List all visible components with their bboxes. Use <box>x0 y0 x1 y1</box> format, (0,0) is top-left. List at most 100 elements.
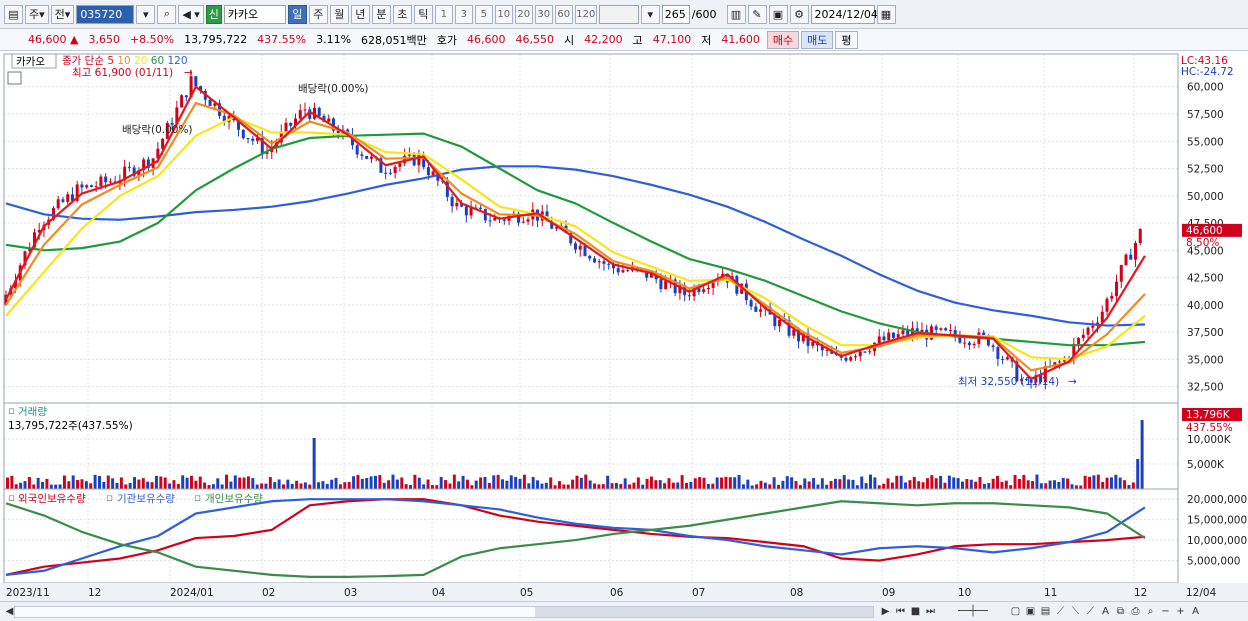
volume-pane-frame <box>3 402 1179 490</box>
horizontal-scrollbar[interactable] <box>14 606 874 618</box>
candle-body <box>94 186 98 188</box>
quote-bar: 46,600 ▲ 3,650 +8.50% 13,795,722 437.55%… <box>0 29 1248 51</box>
buy-button[interactable]: 매수 <box>766 30 800 49</box>
settings-gear-icon[interactable]: ⚙ <box>789 4 809 24</box>
layout-icon-2[interactable]: ▣ <box>1025 606 1036 617</box>
period-month-tab[interactable]: 월 <box>329 4 349 24</box>
indicator-icon-3[interactable]: ⟋ <box>1087 606 1094 617</box>
interval-60[interactable]: 60 <box>554 4 573 24</box>
minus-icon[interactable]: − <box>1161 606 1170 617</box>
prev-button[interactable]: 전 ▾ <box>50 4 75 24</box>
volume-bar <box>790 477 794 489</box>
print-icon[interactable]: ⎙ <box>1131 606 1140 617</box>
volume-tick-label: 10,000K <box>1187 434 1232 446</box>
volume-bar <box>772 477 776 489</box>
volume-bar <box>198 476 202 489</box>
volume-bar <box>168 483 172 489</box>
period-second-tab[interactable]: 초 <box>392 4 412 24</box>
period-day-tab[interactable]: 일 <box>287 4 307 24</box>
period-minute-tab[interactable]: 분 <box>371 4 391 24</box>
candle-body <box>251 138 255 141</box>
interval-20[interactable]: 20 <box>514 4 533 24</box>
volume-bar <box>974 481 978 489</box>
copy-icon[interactable]: ⧉ <box>1116 606 1125 617</box>
stock-name-field[interactable]: 카카오 <box>223 4 286 24</box>
period-week-tab[interactable]: 주 <box>308 4 328 24</box>
holdings-axis: 20,000,000 15,000,000 10,000,000 5,000,000 <box>1187 494 1247 567</box>
period-tick-tab[interactable]: 틱 <box>413 4 433 24</box>
chart-title: 카카오 <box>16 56 45 68</box>
candle-body <box>66 194 70 202</box>
interval-1[interactable]: 1 <box>434 4 453 24</box>
interval-dropdown-icon[interactable]: ▾ <box>640 4 660 24</box>
save-icon[interactable]: ▣ <box>768 4 788 24</box>
x-tick-label: 08 <box>790 587 803 599</box>
stop-icon[interactable]: ■ <box>910 606 921 617</box>
window-menu-icon[interactable]: ▤ <box>4 4 23 24</box>
volume-bar <box>860 476 864 489</box>
scroll-left-icon[interactable]: ◀ <box>5 606 14 617</box>
hc-label: HC:-24.72 <box>1181 66 1234 78</box>
interval-120[interactable]: 120 <box>574 4 597 24</box>
layout-icon[interactable]: ▢ <box>1010 606 1021 617</box>
first-icon[interactable]: ⏮ <box>896 606 905 617</box>
volume-bar <box>220 484 224 489</box>
volume-bar <box>461 475 465 489</box>
zoom-slider[interactable]: ──┼── <box>957 606 989 617</box>
volume-bar <box>952 477 956 489</box>
draw-tool-icon[interactable]: ✎ <box>747 4 767 24</box>
candle-body <box>388 172 392 174</box>
indicator-icon[interactable]: ⟋ <box>1057 606 1064 617</box>
eval-button[interactable]: 평 <box>835 30 858 49</box>
last-icon[interactable]: ⏭ <box>926 606 935 617</box>
table-toggle-icon[interactable] <box>7 71 22 85</box>
volume-bar <box>509 475 513 489</box>
candle-body <box>61 199 65 202</box>
volume-bar <box>961 481 964 489</box>
code-dropdown-icon[interactable]: ▾ <box>136 4 156 24</box>
interval-5[interactable]: 5 <box>474 4 493 24</box>
stock-chart[interactable]: 카카오 종가 단순 5 10 20 60 120 최고 61,900 (01/1… <box>0 51 1248 601</box>
stock-type-select[interactable]: 주 ▾ <box>25 4 49 24</box>
sin-button[interactable]: 신 <box>205 4 222 24</box>
candle-body <box>569 233 573 244</box>
calendar-icon[interactable]: ▦ <box>876 4 896 24</box>
date-input[interactable]: 2024/12/04 <box>810 4 878 24</box>
stock-code-input[interactable]: 035720 <box>76 4 135 24</box>
period-year-tab[interactable]: 년 <box>350 4 370 24</box>
candle-body <box>13 280 17 289</box>
layout-icon-3[interactable]: ▤ <box>1040 606 1051 617</box>
volume-bar <box>873 477 877 489</box>
interval-custom-input[interactable] <box>598 4 639 24</box>
sell-button[interactable]: 매도 <box>801 30 834 49</box>
bottom-bar: ◀ ▶ ⏮ ■ ⏭ ──┼── ▢ ▣ ▤ ⟋ ⟍ ⟋ A ⧉ ⎙ ⌕ − + … <box>0 601 1248 621</box>
interval-10[interactable]: 10 <box>494 4 513 24</box>
volume-bar <box>759 480 763 489</box>
interval-30[interactable]: 30 <box>534 4 553 24</box>
text-tool-icon[interactable]: A <box>1102 606 1109 617</box>
y-tick-label: 45,000 <box>1187 245 1224 257</box>
legend-ma-120: 120 <box>167 55 187 67</box>
play-icon[interactable]: ▶ <box>881 606 890 617</box>
volume-bar <box>606 475 610 489</box>
lc-label: LC:43.16 <box>1181 55 1228 67</box>
plus-icon[interactable]: + <box>1176 606 1185 617</box>
indicator-icon-2[interactable]: ⟍ <box>1072 606 1079 617</box>
sound-icon[interactable]: ◀ ▾ <box>178 4 204 24</box>
volume-bar <box>264 483 268 489</box>
scrollbar-thumb[interactable] <box>535 607 873 617</box>
chart-type-icon[interactable]: ▥ <box>726 4 746 24</box>
volume-bar <box>908 480 912 489</box>
volume-bar <box>133 477 137 489</box>
holdings-tick-label: 10,000,000 <box>1187 535 1247 547</box>
zoom-icon[interactable]: ⌕ <box>1147 606 1154 617</box>
count-input[interactable]: 265 <box>661 4 690 24</box>
font-size-icon[interactable]: A <box>1192 606 1199 617</box>
last-price-label: 46,600 <box>1186 225 1223 237</box>
volume-subtitle: 13,795,722주(437.55%) <box>8 420 133 432</box>
volume-bar <box>80 479 84 489</box>
volume-bar <box>741 484 745 489</box>
interval-3[interactable]: 3 <box>454 4 473 24</box>
volume-bar <box>798 485 802 489</box>
search-icon[interactable]: ⌕ <box>157 4 177 24</box>
